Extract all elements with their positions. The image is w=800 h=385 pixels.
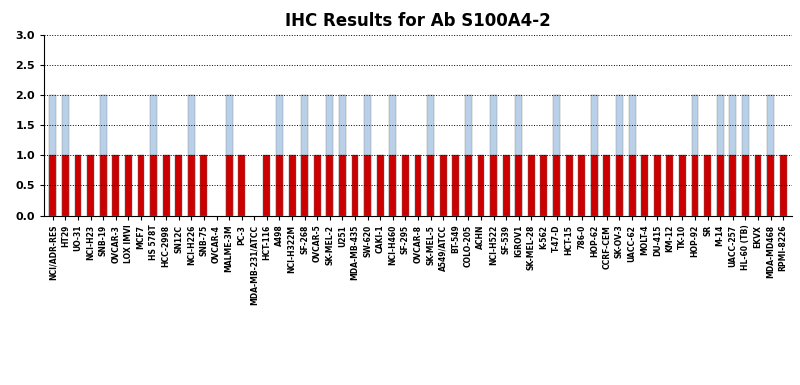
Bar bbox=[629, 155, 635, 216]
Bar bbox=[364, 95, 371, 216]
Bar bbox=[62, 155, 69, 216]
Bar bbox=[767, 95, 774, 216]
Bar bbox=[515, 155, 522, 216]
Bar bbox=[50, 95, 56, 216]
Bar bbox=[414, 155, 422, 216]
Bar bbox=[175, 155, 182, 216]
Bar bbox=[276, 155, 283, 216]
Bar bbox=[704, 155, 711, 216]
Bar bbox=[377, 155, 384, 216]
Bar bbox=[490, 95, 497, 216]
Bar bbox=[326, 155, 334, 216]
Bar bbox=[440, 155, 446, 216]
Bar bbox=[238, 155, 245, 216]
Bar bbox=[742, 155, 749, 216]
Bar bbox=[603, 155, 610, 216]
Bar bbox=[138, 155, 145, 216]
Bar bbox=[100, 155, 106, 216]
Bar bbox=[553, 155, 560, 216]
Bar bbox=[50, 155, 56, 216]
Bar bbox=[578, 155, 585, 216]
Bar bbox=[339, 95, 346, 216]
Bar bbox=[730, 155, 736, 216]
Bar bbox=[780, 155, 786, 216]
Bar bbox=[150, 155, 157, 216]
Bar bbox=[679, 155, 686, 216]
Bar bbox=[188, 155, 194, 216]
Bar bbox=[553, 95, 560, 216]
Bar bbox=[717, 155, 724, 216]
Bar bbox=[150, 95, 157, 216]
Bar bbox=[226, 95, 233, 216]
Bar bbox=[717, 95, 724, 216]
Bar bbox=[390, 95, 396, 216]
Bar bbox=[541, 155, 547, 216]
Bar bbox=[112, 155, 119, 216]
Bar bbox=[427, 95, 434, 216]
Bar bbox=[666, 155, 674, 216]
Bar bbox=[566, 155, 573, 216]
Bar bbox=[754, 155, 762, 216]
Bar bbox=[226, 155, 233, 216]
Bar bbox=[263, 155, 270, 216]
Bar bbox=[276, 95, 283, 216]
Bar bbox=[691, 95, 698, 216]
Bar bbox=[465, 155, 472, 216]
Bar bbox=[314, 155, 321, 216]
Bar bbox=[289, 155, 295, 216]
Bar bbox=[465, 95, 472, 216]
Bar bbox=[390, 155, 396, 216]
Bar bbox=[402, 155, 409, 216]
Bar bbox=[742, 95, 749, 216]
Bar bbox=[730, 95, 736, 216]
Bar bbox=[528, 155, 534, 216]
Bar bbox=[302, 95, 308, 216]
Bar bbox=[616, 95, 623, 216]
Bar bbox=[490, 155, 497, 216]
Bar bbox=[427, 155, 434, 216]
Bar bbox=[326, 95, 334, 216]
Title: IHC Results for Ab S100A4-2: IHC Results for Ab S100A4-2 bbox=[285, 12, 551, 30]
Bar bbox=[642, 155, 648, 216]
Bar bbox=[478, 155, 485, 216]
Bar bbox=[125, 155, 132, 216]
Bar bbox=[654, 155, 661, 216]
Bar bbox=[767, 155, 774, 216]
Bar bbox=[62, 95, 69, 216]
Bar bbox=[74, 155, 82, 216]
Bar bbox=[591, 155, 598, 216]
Bar bbox=[629, 95, 635, 216]
Bar bbox=[339, 155, 346, 216]
Bar bbox=[502, 155, 510, 216]
Bar bbox=[87, 155, 94, 216]
Bar bbox=[616, 155, 623, 216]
Bar bbox=[302, 155, 308, 216]
Bar bbox=[691, 155, 698, 216]
Bar bbox=[364, 155, 371, 216]
Bar bbox=[100, 95, 106, 216]
Bar bbox=[188, 95, 194, 216]
Bar bbox=[351, 155, 358, 216]
Bar bbox=[201, 155, 207, 216]
Bar bbox=[162, 155, 170, 216]
Bar bbox=[591, 95, 598, 216]
Bar bbox=[515, 95, 522, 216]
Bar bbox=[452, 155, 459, 216]
